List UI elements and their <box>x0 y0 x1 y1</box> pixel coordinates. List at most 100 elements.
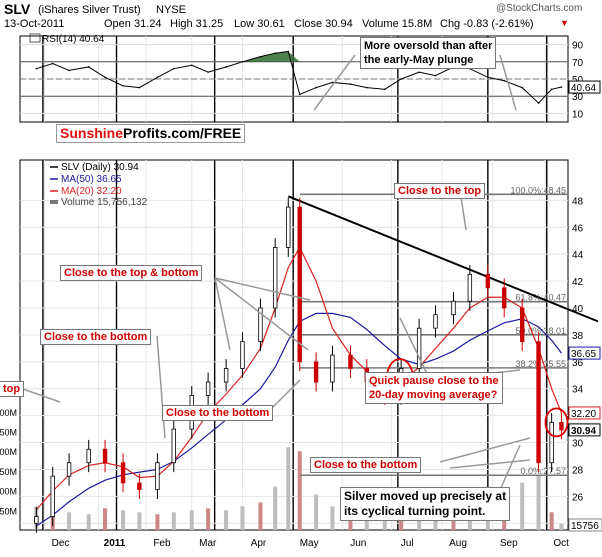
callout-pointer <box>267 379 301 413</box>
x-tick-label: Apr <box>251 538 267 549</box>
annotation-close-to-bottom-sep: Close to the bottom <box>310 457 422 473</box>
price-candle <box>205 381 211 396</box>
price-candle <box>536 341 541 464</box>
volume-bar <box>258 502 263 530</box>
price-value-tag: 30.94 <box>571 426 596 437</box>
price-candle <box>50 475 55 517</box>
rsi-point <box>487 76 489 79</box>
legend-label: Volume 15,756,132 <box>61 197 148 208</box>
rsi-point <box>365 86 368 89</box>
price-candle <box>485 273 491 289</box>
price-candle <box>559 421 564 431</box>
rsi-y-tick-label: 70 <box>572 58 584 69</box>
annotation-quick-pause: Quick pause close to the 20-day moving a… <box>365 372 503 404</box>
price-candle <box>272 247 278 309</box>
rsi-point <box>434 74 437 77</box>
annotation-close-to-top-bottom: Close to the top & bottom <box>60 265 203 281</box>
high-value: High 31.25 <box>170 18 224 30</box>
volume-value: Volume 15.8M <box>362 18 433 30</box>
price-candle <box>171 428 176 464</box>
rsi-point <box>298 93 301 96</box>
close-value: Close 30.94 <box>294 18 353 30</box>
price-candle <box>102 448 108 464</box>
security-name: (iShares Silver Trust) <box>38 4 141 16</box>
rsi-point <box>315 86 317 89</box>
price-candle <box>433 314 438 329</box>
price-value-tag-box <box>568 406 601 420</box>
volume-bar <box>67 512 72 530</box>
rsi-point <box>172 67 175 70</box>
price-y-tick-label: 36 <box>572 358 584 369</box>
rsi-point <box>400 78 402 80</box>
volume-bar <box>286 447 291 530</box>
callout-pointer <box>19 387 61 403</box>
volume-y-tick-label: 50M <box>0 506 17 516</box>
volume-bar <box>314 494 319 530</box>
price-candle <box>467 273 473 302</box>
volume-y-tick-label: 300M <box>0 408 17 418</box>
price-candle <box>502 287 507 309</box>
volume-bar <box>155 514 160 530</box>
volume-bar <box>103 508 108 530</box>
ticker-symbol: SLV <box>4 1 31 17</box>
callout-pointer <box>156 335 166 439</box>
fibonacci-level-label: 0.0%:27.57 <box>520 466 566 476</box>
price-candle <box>519 307 525 343</box>
annotation-close-to-top-aug: Close to the top <box>394 183 486 199</box>
annotation-close-to-bottom-mid: Close to the bottom <box>162 405 274 421</box>
rsi-y-tick-label: 50 <box>572 75 584 86</box>
annotation-silver-turning-point: Silver moved up precisely at its cyclica… <box>340 487 511 521</box>
price-y-tick-label: 48 <box>572 196 584 207</box>
price-y-tick-label: 40 <box>572 304 584 315</box>
rsi-point <box>35 67 38 70</box>
chart-date: 13-Oct-2011 <box>4 18 65 30</box>
rsi-value-tag: 40.64 <box>571 83 596 94</box>
rsi-point <box>190 64 193 67</box>
rsi-point <box>68 69 70 72</box>
price-candle <box>348 354 353 369</box>
sunshine-profits-logo[interactable]: SunshineProfits.com/FREE <box>56 124 246 143</box>
open-value: Open 31.24 <box>104 18 162 30</box>
fibonacci-level-label: 100.0%:48.45 <box>510 185 566 195</box>
rsi-legend-label: RSI(14) 40.64 <box>42 34 105 45</box>
exchange: NYSE <box>156 4 186 16</box>
callout-pointer <box>499 54 517 111</box>
price-y-tick-label: 26 <box>572 492 584 503</box>
price-candle <box>240 341 245 369</box>
rsi-point <box>418 71 420 73</box>
price-y-tick-label: 38 <box>572 331 584 342</box>
volume-bar <box>382 512 387 530</box>
callout-pointer <box>214 277 231 351</box>
price-y-tick-label: 42 <box>572 277 584 288</box>
rsi-point <box>207 71 209 73</box>
volume-y-tick-label: 250M <box>0 428 17 438</box>
price-candle <box>258 307 263 343</box>
legend-label: MA(50) 36.65 <box>61 174 122 185</box>
resistance-trendline <box>287 195 599 323</box>
callout-pointer <box>439 437 531 463</box>
volume-bar <box>137 512 142 530</box>
price-candle <box>34 516 39 524</box>
rsi-point <box>274 52 276 54</box>
price-value-tag: 32.20 <box>571 409 596 420</box>
price-candle <box>155 462 160 491</box>
rsi-point <box>503 79 506 82</box>
volume-value-tag-box <box>568 518 602 532</box>
price-candle <box>451 300 456 316</box>
volume-bar <box>273 486 278 530</box>
x-tick-label: Oct <box>553 538 569 549</box>
price-panel-frame <box>19 159 569 531</box>
volume-bar <box>224 510 229 530</box>
rsi-point <box>537 102 540 104</box>
price-candle <box>313 361 319 383</box>
rsi-legend-swatch <box>29 33 41 43</box>
rsi-point <box>156 76 159 79</box>
price-candle <box>416 327 422 369</box>
price-value-tag-box <box>568 423 601 437</box>
rsi-point <box>51 62 54 65</box>
price-candle <box>86 448 91 464</box>
logo-part-1: Sunshine <box>60 125 124 141</box>
rsi-value-tag-box <box>568 80 601 94</box>
volume-bar <box>559 523 564 530</box>
annotation-close-to-bottom-dec: Close to the bottom <box>40 329 152 345</box>
